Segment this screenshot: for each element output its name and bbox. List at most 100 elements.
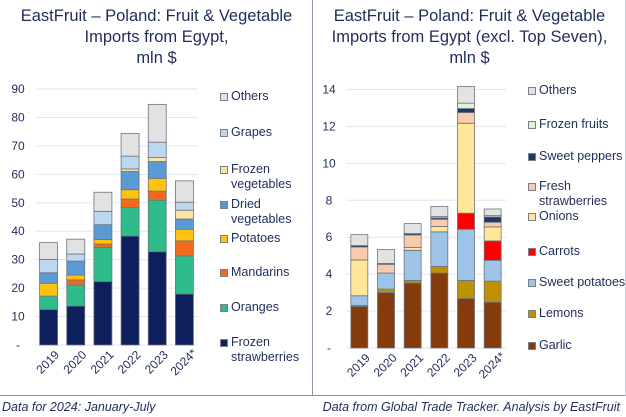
bar-segment-others <box>120 132 140 157</box>
bar-segment-sweet-potatoes <box>457 228 475 281</box>
bar-segment-potatoes <box>66 274 86 281</box>
bar-segment-grapes <box>147 141 167 158</box>
bar-stack-2024 <box>175 180 194 346</box>
chart-title-line: mln $ <box>136 49 177 67</box>
x-tick-label: 2024* <box>168 346 200 378</box>
x-tick-label: 2021 <box>397 351 426 380</box>
bar-segment-dried-vegetables <box>120 171 140 191</box>
y-tick-label: 8 <box>326 193 333 207</box>
bar-stack-2019 <box>350 234 369 349</box>
bar-segment-others <box>147 103 167 143</box>
bar-segment-oranges <box>120 207 140 237</box>
legend-swatch <box>528 342 536 350</box>
y-tick-label: - <box>16 338 20 352</box>
legend-label: Sweet peppers <box>539 149 623 163</box>
x-tick-label: 2023 <box>451 351 480 380</box>
x-tick-label: 2021 <box>88 348 117 377</box>
bar-segment-lemons <box>483 280 502 303</box>
legend-swatch <box>528 153 536 161</box>
y-tick-label: - <box>327 341 331 355</box>
y-tick-label: 90 <box>11 82 25 96</box>
bar-segment-mandarins <box>93 243 113 248</box>
bar-segment-garlic <box>403 282 422 349</box>
bar-stack-2020 <box>66 238 86 346</box>
legend-label: Fresh strawberries <box>539 179 608 208</box>
bar-segment-garlic <box>457 298 475 349</box>
bar-segment-others <box>39 242 58 260</box>
bar-segment-grapes <box>66 253 86 262</box>
bar-segment-others <box>93 191 113 212</box>
bar-segment-potatoes <box>120 189 140 200</box>
legend-left: Others Grapes Frozen vegetables Dried veget… <box>220 0 312 396</box>
bar-segment-potatoes <box>147 177 167 192</box>
legend-label: Carrots <box>539 244 580 258</box>
bar-segment-oranges <box>66 284 86 307</box>
chart-title-line: EastFruit – Poland: Fruit & Vegetable <box>333 7 606 25</box>
bar-segment-dried-vegetables <box>93 224 113 240</box>
bar-segment-fresh-strawberries <box>350 246 369 261</box>
legend-swatch <box>220 235 228 243</box>
chart-title-right: EastFruit – Poland: Fruit & Vegetable Im… <box>313 6 626 69</box>
bar-segment-dried-vegetables <box>147 161 167 179</box>
legend-swatch <box>220 129 228 137</box>
bar-stack-2022 <box>430 206 449 349</box>
bar-segment-others <box>457 85 475 104</box>
bar-stack-2024 <box>483 208 502 349</box>
bar-segment-lemons <box>430 265 449 274</box>
legend-swatch <box>528 87 536 95</box>
y-tick-label: 80 <box>11 110 25 124</box>
y-tick-label: 2 <box>326 304 333 318</box>
footnote-source: Data from Global Trade Tracker. Analysis… <box>322 400 620 414</box>
bar-stack-2022 <box>120 132 140 346</box>
bar-segment-mandarins <box>120 198 140 209</box>
bar-segment-carrots <box>483 240 502 261</box>
bar-segment-garlic <box>377 292 395 349</box>
y-tick-label: 30 <box>11 253 25 267</box>
bar-segment-frozen-strawberries <box>66 305 86 346</box>
bar-segment-others <box>403 223 422 234</box>
legend-label: Others <box>539 83 577 97</box>
bar-segment-lemons <box>377 288 395 294</box>
y-tick-label: 6 <box>326 230 333 244</box>
bar-stack-2021 <box>93 191 113 346</box>
legend-swatch <box>528 248 536 256</box>
bar-segment-onions <box>350 259 369 297</box>
y-tick-label: 4 <box>326 267 333 281</box>
bar-segment-lemons <box>457 280 475 299</box>
bar-segment-garlic <box>430 272 449 349</box>
bar-segment-frozen-strawberries <box>93 281 113 346</box>
bar-segment-frozen-strawberries <box>39 309 58 346</box>
legend-swatch <box>528 310 536 318</box>
y-tick-label: 50 <box>11 196 25 210</box>
bar-segment-frozen-strawberries <box>120 235 140 346</box>
footnote-data-period: Data for 2024: January-July <box>2 400 156 414</box>
chart-title-line: Imports from Egypt, <box>84 28 229 46</box>
x-tick-label: 2022 <box>115 348 144 377</box>
bar-segment-others <box>483 208 502 217</box>
y-tick-label: 12 <box>322 119 336 133</box>
bar-segment-sweet-potatoes <box>430 231 449 267</box>
bar-segment-garlic <box>483 301 502 349</box>
y-tick-label: 40 <box>11 224 25 238</box>
bar-segment-onions <box>403 246 422 251</box>
legend-label: Frozen strawberries <box>231 335 300 364</box>
bar-segment-mandarins <box>147 190 167 201</box>
legend-label: Mandarins <box>231 265 290 279</box>
x-tick-label: 2020 <box>371 351 400 380</box>
legend-swatch <box>220 93 228 101</box>
x-tick-label: 2022 <box>424 351 453 380</box>
bar-segment-grapes <box>175 201 194 211</box>
legend-label: Grapes <box>231 125 272 139</box>
bar-segment-fresh-strawberries <box>457 112 475 124</box>
legend-swatch <box>220 166 228 174</box>
x-tick-label: 2020 <box>61 348 90 377</box>
chart-title-line: EastFruit – Poland: Fruit & Vegetable <box>20 7 293 25</box>
legend-swatch <box>220 304 228 312</box>
legend-swatch <box>528 213 536 221</box>
x-tick-label: 2019 <box>344 351 373 380</box>
legend-label: Frozen vegetables <box>231 162 292 191</box>
y-tick-label: 10 <box>11 310 25 324</box>
bar-segment-frozen-fruits <box>457 102 475 109</box>
bar-stack-2021 <box>403 223 422 349</box>
